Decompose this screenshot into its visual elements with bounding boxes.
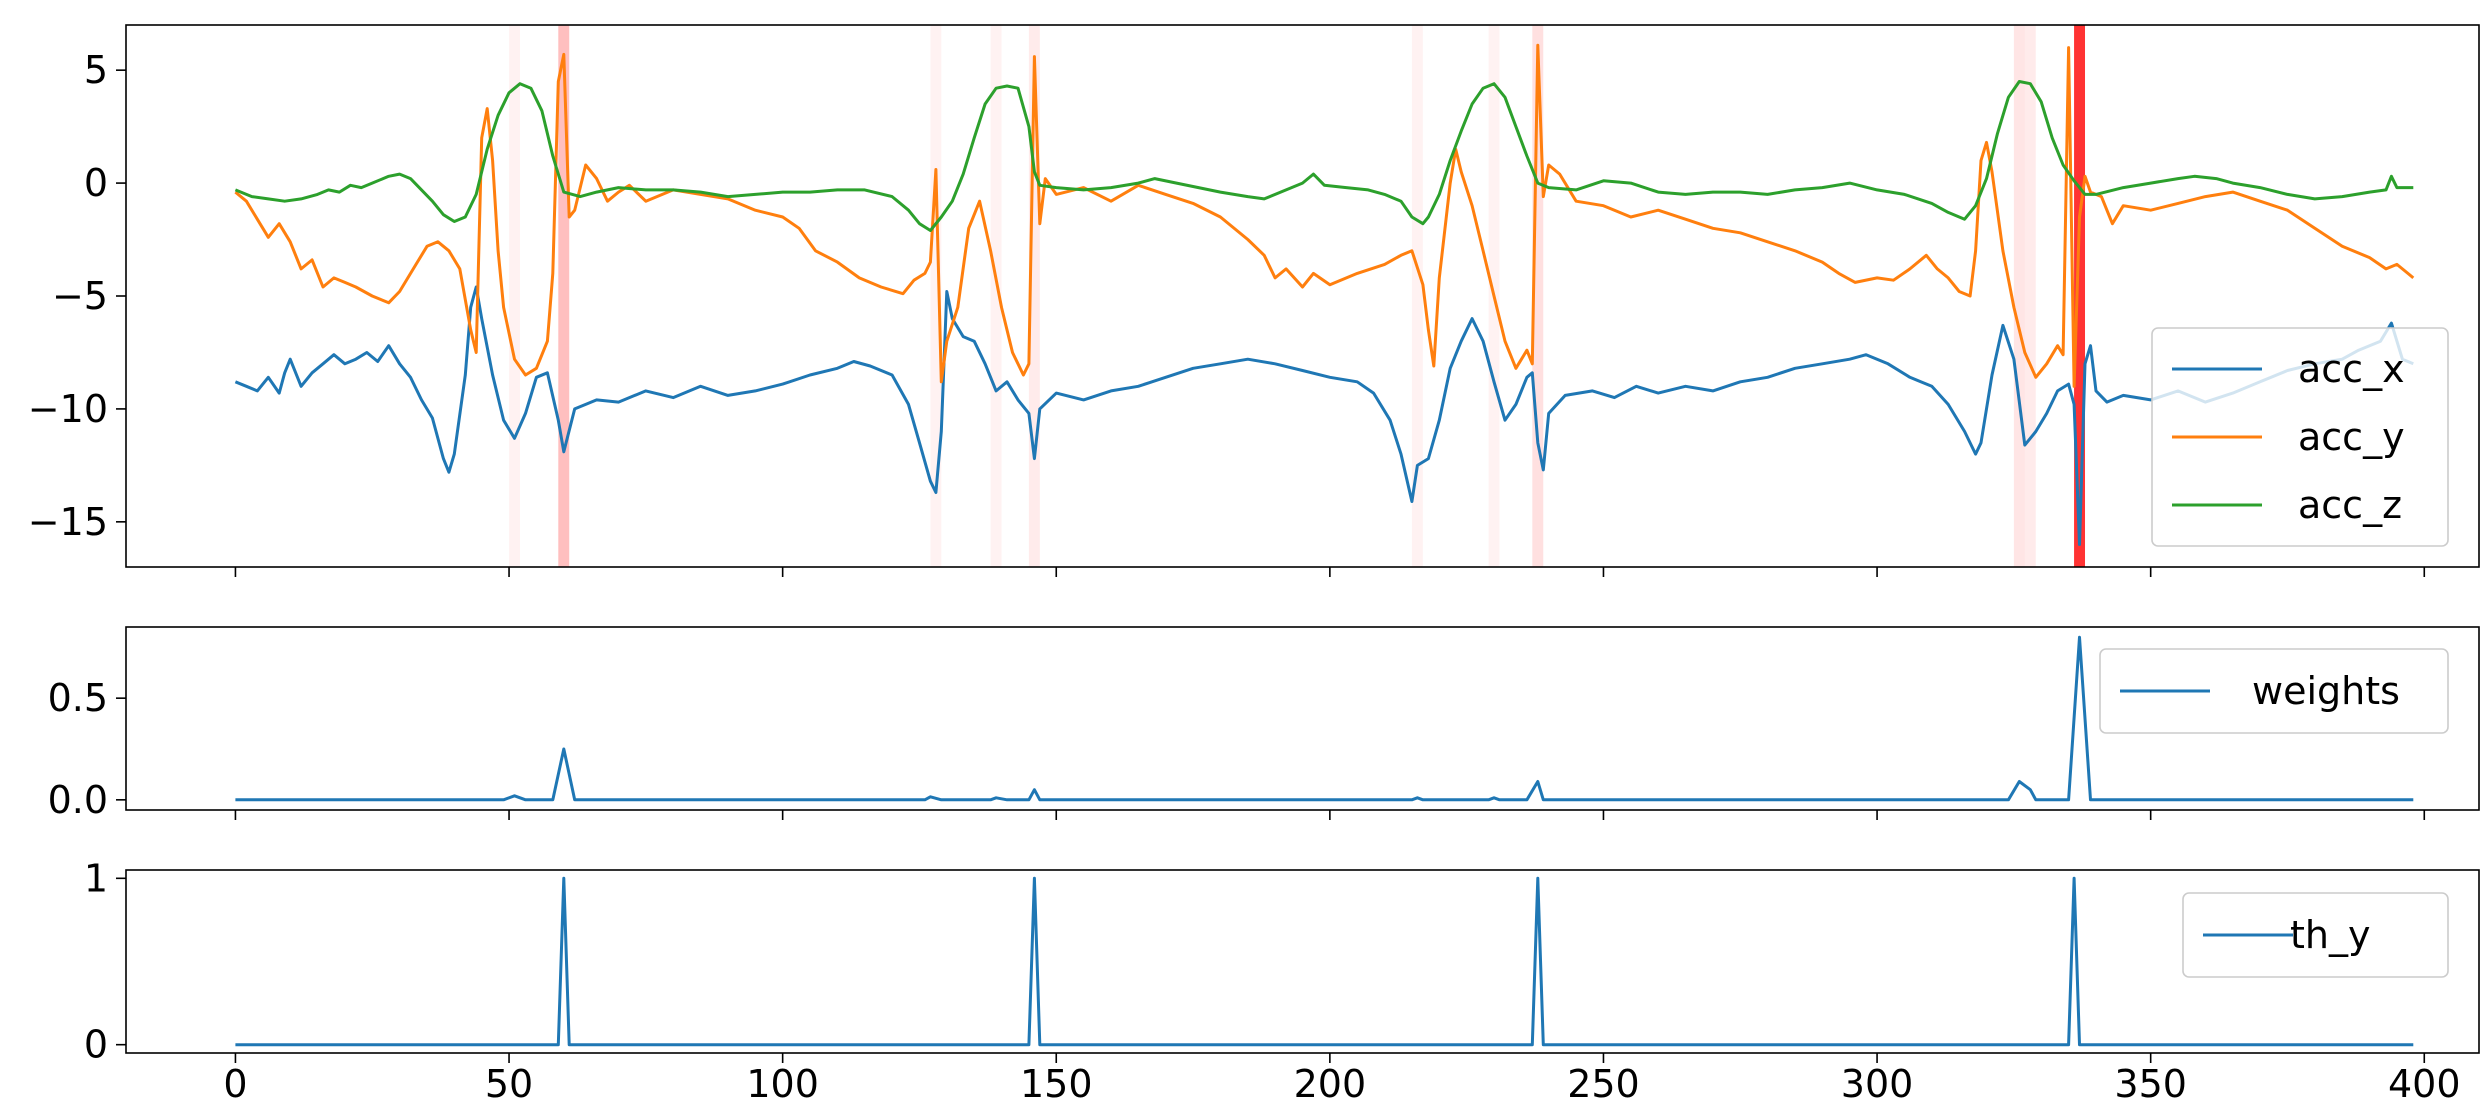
y-tick-label: −5 (52, 274, 108, 318)
legend-label-acc_y: acc_y (2298, 415, 2405, 459)
x-tick-label: 100 (746, 1062, 819, 1106)
highlight-span-0 (509, 25, 520, 567)
series-line-acc_z (234, 80, 2414, 232)
legend-box (2099, 648, 2449, 734)
plot-area (234, 25, 2415, 567)
series-line-acc_y (234, 43, 2415, 388)
series-line-acc_x (234, 285, 2414, 546)
highlight-span-1 (558, 25, 570, 567)
x-tick-label: 50 (485, 1062, 533, 1106)
legend: weights (2099, 648, 2449, 734)
y-tick-label: 0.5 (48, 676, 108, 720)
y-tick-label: −10 (28, 387, 108, 431)
y-tick-label: 0.0 (48, 778, 108, 822)
x-tick-label: 150 (1020, 1062, 1093, 1106)
highlight-span-3 (990, 25, 1002, 567)
x-tick-label: 350 (2114, 1062, 2187, 1106)
legend: th_y (2182, 892, 2449, 978)
series-line-weights (235, 635, 2414, 802)
highlight-span-4 (1028, 25, 1040, 567)
y-tick-label: 1 (84, 856, 108, 900)
highlight-span-2 (930, 25, 942, 567)
axes-frame (125, 626, 2480, 811)
legend: acc_x acc_y acc_z (2151, 327, 2449, 547)
weights-subplot: 0.5 0.0 weights (48, 626, 2480, 822)
acceleration-subplot: 5 0 −5 −10 −15 acc_x acc_y acc_z (28, 24, 2480, 577)
x-tick-label: 200 (1294, 1062, 1367, 1106)
y-tick-label: 0 (84, 1023, 108, 1067)
y-tick-label: −15 (28, 500, 108, 544)
legend-label-th_y: th_y (2290, 913, 2370, 957)
legend-label-weights: weights (2252, 669, 2400, 713)
x-tick-label: 300 (1841, 1062, 1914, 1106)
legend-label-acc_x: acc_x (2298, 347, 2405, 391)
axes-frame (125, 869, 2480, 1054)
plot-area (235, 635, 2414, 802)
legend-box (2182, 892, 2449, 978)
plot-area (235, 876, 2414, 1047)
highlight-span-5 (1411, 25, 1423, 567)
legend-label-acc_z: acc_z (2298, 483, 2402, 527)
y-tick-label: 0 (84, 161, 108, 205)
x-tick-label: 0 (223, 1062, 247, 1106)
highlight-span-7 (1532, 25, 1544, 567)
x-tick-label: 250 (1567, 1062, 1640, 1106)
highlight-span-10 (2074, 25, 2086, 567)
series-line-th_y (235, 876, 2414, 1047)
legend-box (2151, 327, 2449, 547)
y-tick-label: 5 (84, 48, 108, 92)
x-tick-label: 400 (2388, 1062, 2461, 1106)
highlight-span-8 (2013, 25, 2025, 567)
highlight-span-9 (2024, 25, 2036, 567)
